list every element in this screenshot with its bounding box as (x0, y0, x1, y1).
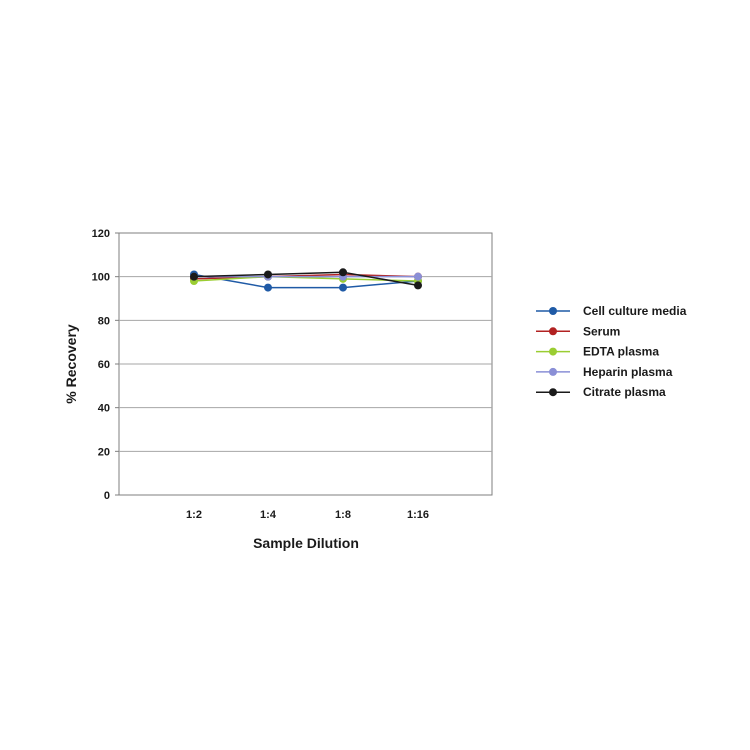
x-tick-label: 1:2 (186, 509, 202, 521)
y-axis-title: % Recovery (63, 324, 79, 404)
legend-label: Cell culture media (583, 304, 687, 318)
legend-item: Heparin plasma (536, 365, 673, 379)
y-axis-ticks: 0 20 40 60 80 100 120 (92, 228, 119, 502)
legend: Cell culture media Serum EDTA plasma Hepari… (536, 304, 687, 399)
data-point (264, 270, 272, 279)
x-tick-label: 1:16 (407, 509, 429, 521)
y-tick-label: 120 (92, 228, 110, 240)
y-tick-label: 60 (98, 359, 110, 371)
data-point (339, 268, 347, 277)
x-axis-ticks: 1:2 1:4 1:8 1:16 (186, 509, 429, 521)
y-tick-label: 0 (104, 490, 110, 502)
legend-item: Citrate plasma (536, 385, 666, 399)
series-line (193, 275, 419, 282)
plot-area: 0 20 40 60 80 100 120 1:2 1:4 1:8 1:16 (92, 228, 493, 521)
legend-swatch-marker (549, 307, 557, 315)
legend-swatch-marker (549, 347, 557, 356)
x-tick-label: 1:8 (335, 509, 351, 521)
legend-swatch-marker (549, 367, 557, 376)
series-line (193, 271, 419, 287)
legend-label: Citrate plasma (583, 385, 666, 399)
x-axis-title: Sample Dilution (253, 535, 359, 551)
y-tick-label: 40 (98, 403, 110, 415)
legend-label: Serum (583, 324, 620, 338)
x-tick-label: 1:4 (260, 509, 277, 521)
y-tick-label: 20 (98, 446, 110, 458)
legend-item: Cell culture media (536, 304, 687, 318)
legend-item: EDTA plasma (536, 345, 659, 359)
legend-swatch-marker (549, 388, 557, 397)
y-tick-label: 80 (98, 315, 110, 327)
series-group (190, 268, 422, 292)
series-line (193, 273, 419, 280)
series-line (193, 273, 419, 289)
legend-item: Serum (536, 324, 620, 338)
series-4 (190, 268, 422, 290)
legend-swatch-marker (549, 327, 557, 336)
data-point (264, 283, 272, 292)
data-point (414, 272, 422, 281)
data-point (414, 281, 422, 290)
data-point (339, 283, 347, 292)
y-tick-label: 100 (92, 272, 110, 284)
legend-label: Heparin plasma (583, 365, 673, 379)
data-point (190, 272, 198, 281)
legend-label: EDTA plasma (583, 345, 659, 359)
